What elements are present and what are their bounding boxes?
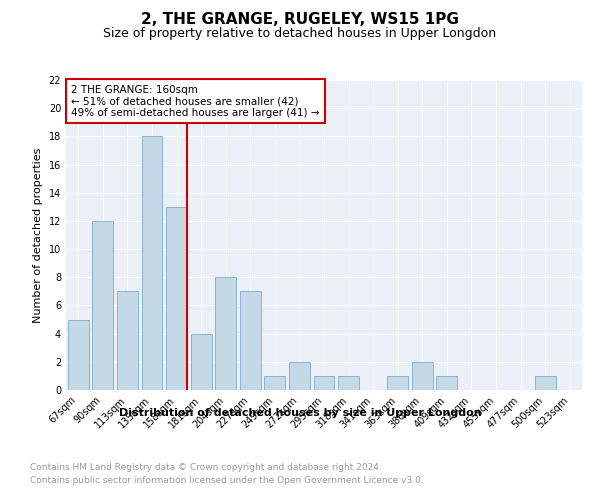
Text: Size of property relative to detached houses in Upper Longdon: Size of property relative to detached ho… — [103, 28, 497, 40]
Bar — [265, 376, 286, 390]
Text: Distribution of detached houses by size in Upper Longdon: Distribution of detached houses by size … — [119, 408, 481, 418]
Bar — [289, 362, 310, 390]
Bar — [535, 376, 556, 390]
Y-axis label: Number of detached properties: Number of detached properties — [33, 148, 43, 322]
Bar — [314, 376, 334, 390]
Bar — [412, 362, 433, 390]
Text: Contains public sector information licensed under the Open Government Licence v3: Contains public sector information licen… — [30, 476, 424, 485]
Bar — [215, 278, 236, 390]
Text: Contains HM Land Registry data © Crown copyright and database right 2024.: Contains HM Land Registry data © Crown c… — [30, 462, 382, 471]
Bar — [240, 292, 261, 390]
Text: 2, THE GRANGE, RUGELEY, WS15 1PG: 2, THE GRANGE, RUGELEY, WS15 1PG — [141, 12, 459, 28]
Bar — [166, 207, 187, 390]
Bar — [117, 292, 138, 390]
Bar — [68, 320, 89, 390]
Bar — [436, 376, 457, 390]
Text: 2 THE GRANGE: 160sqm
← 51% of detached houses are smaller (42)
49% of semi-detac: 2 THE GRANGE: 160sqm ← 51% of detached h… — [71, 84, 320, 118]
Bar — [387, 376, 408, 390]
Bar — [338, 376, 359, 390]
Bar — [142, 136, 163, 390]
Bar — [92, 221, 113, 390]
Bar — [191, 334, 212, 390]
